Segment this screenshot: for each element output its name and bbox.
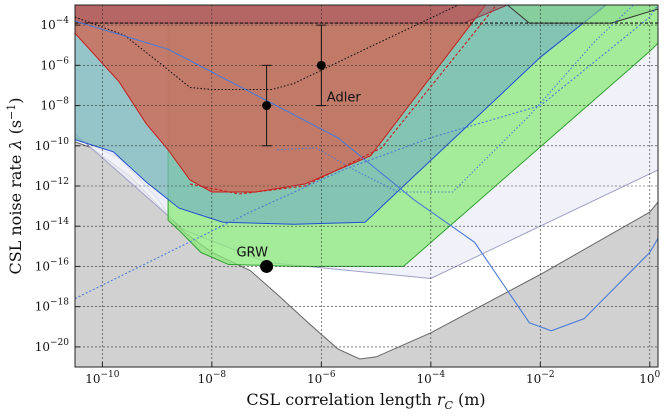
curve-black-dotted <box>75 5 459 91</box>
region-bound-green-top <box>506 5 658 24</box>
y-tick-label: 10−10 <box>35 137 70 153</box>
data-point-2 <box>316 60 326 70</box>
annotations: Adler GRW <box>236 91 361 261</box>
y-tick-label: 10−6 <box>40 56 69 72</box>
x-tick-label: 10−4 <box>417 370 446 386</box>
y-tick-label: 10−8 <box>40 97 69 113</box>
curve-blue-long <box>75 5 658 300</box>
curve-red-dashed <box>189 5 497 195</box>
data-points <box>260 24 327 273</box>
y-tick-label: 10−18 <box>35 298 70 314</box>
y-axis-ticks: 10−4 10−6 10−8 10−10 10−12 10−14 10−16 10−18 10−… <box>35 16 80 354</box>
x-tick-label: 100 <box>639 370 660 386</box>
y-tick-label: 10−20 <box>35 338 70 354</box>
x-tick-label: 10−2 <box>526 370 555 386</box>
y-tick-label: 10−14 <box>35 217 70 233</box>
exclusion-regions <box>75 5 658 367</box>
bound-curves <box>75 5 658 332</box>
y-tick-label: 10−12 <box>35 177 69 193</box>
x-tick-label: 10−8 <box>198 370 227 386</box>
annotation-grw: GRW <box>236 245 268 260</box>
annotation-adler: Adler <box>327 91 362 106</box>
y-tick-label: 10−4 <box>40 16 69 32</box>
region-bound-wine-top <box>75 5 508 24</box>
data-point-1 <box>262 101 272 111</box>
y-tick-label: 10−16 <box>35 257 70 273</box>
x-tick-label: 10−10 <box>85 370 120 386</box>
x-axis-label: CSL correlation length rC (m) <box>246 390 485 412</box>
data-point-grw <box>260 259 274 273</box>
y-axis-label: CSL noise rate λ (s−1) <box>5 97 25 274</box>
curve-blue-diag <box>75 20 658 332</box>
curve-blue-bump <box>277 5 634 193</box>
x-axis-ticks: 10−10 10−8 10−6 10−4 10−2 100 <box>85 362 661 386</box>
x-tick-label: 10−6 <box>307 370 336 386</box>
